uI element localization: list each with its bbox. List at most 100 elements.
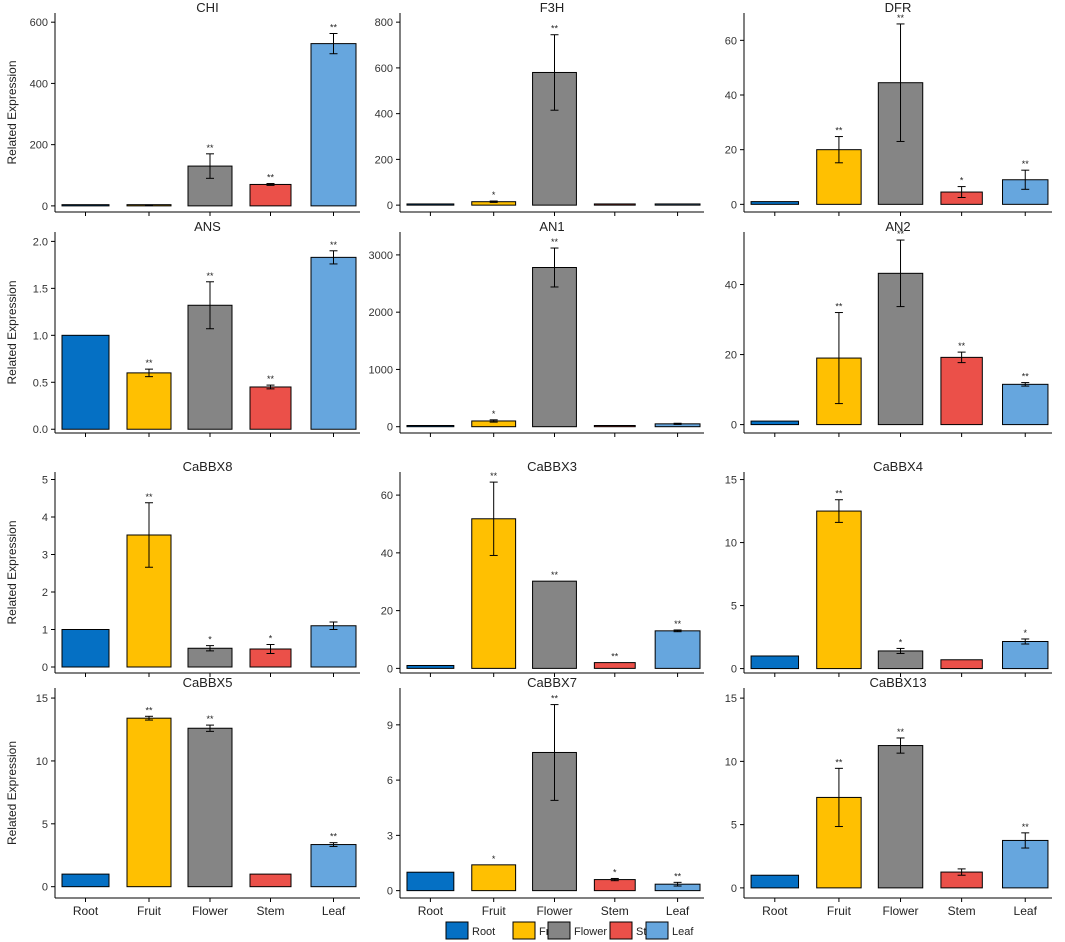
bar-leaf — [310, 625, 357, 668]
significance-mark: ** — [206, 143, 214, 153]
bar-flower — [187, 727, 233, 888]
x-tick-label: Root — [762, 904, 788, 918]
panel-title: CaBBX4 — [873, 459, 923, 474]
significance-mark: ** — [330, 832, 338, 842]
legend-label-flower: Flower — [574, 926, 607, 938]
significance-mark: ** — [674, 871, 682, 881]
bar-root — [61, 334, 110, 430]
y-tick-label: 15 — [725, 475, 737, 487]
bar-flower — [877, 745, 924, 889]
y-tick-label: 1.5 — [33, 283, 48, 295]
panel-title: ANS — [194, 219, 221, 234]
legend-swatch-stem — [609, 921, 633, 940]
y-tick-label: 1000 — [369, 364, 393, 376]
legend-swatch-flower — [547, 921, 571, 940]
panel-title: CaBBX3 — [527, 459, 577, 474]
y-tick-label: 600 — [375, 63, 393, 75]
bar-root — [406, 871, 455, 892]
bar-leaf — [1002, 640, 1049, 670]
y-tick-label: 15 — [36, 693, 48, 705]
significance-mark: ** — [835, 302, 843, 312]
y-tick-label: 60 — [381, 490, 393, 502]
significance-mark: ** — [835, 489, 843, 499]
x-tick-label: Stem — [948, 904, 976, 918]
bar-root — [406, 203, 455, 206]
y-tick-label: 2000 — [369, 307, 393, 319]
significance-mark: ** — [897, 229, 905, 239]
bar-fruit — [816, 510, 862, 670]
significance-mark: ** — [835, 126, 843, 136]
panel-title: CaBBX13 — [869, 675, 926, 690]
panel-title: AN2 — [885, 219, 910, 234]
significance-mark: ** — [145, 492, 153, 502]
bar-root — [406, 425, 455, 428]
y-tick-label: 20 — [725, 145, 737, 157]
x-tick-label: Flower — [536, 904, 572, 918]
bar-root — [406, 664, 455, 669]
y-tick-label: 3 — [42, 550, 48, 562]
y-tick-label: 5 — [42, 819, 48, 831]
bar-root — [750, 201, 800, 205]
significance-mark: ** — [551, 570, 559, 580]
y-tick-label: 4 — [42, 512, 48, 524]
panel-cabbx7: CaBBX7 0 3 6 9 Root * Fruit ** Flower * Stem ** Leaf — [387, 675, 704, 918]
bar-stem — [593, 425, 636, 428]
y-tick-label: 40 — [381, 548, 393, 560]
bar-leaf — [310, 43, 357, 207]
panel-cabbx5: CaBBX5 0 5 10 15 Related Expression Root ** Frui… — [5, 675, 360, 918]
significance-mark: ** — [206, 271, 214, 281]
x-tick-label: Fruit — [482, 904, 507, 918]
panel-ans: ANS 0.0 0.5 1.0 1.5 2.0 Related Expression ** **… — [5, 219, 360, 437]
significance-mark: ** — [897, 727, 905, 737]
x-tick-label: Leaf — [1014, 904, 1038, 918]
x-tick-label: Fruit — [827, 904, 852, 918]
bar-leaf — [310, 844, 357, 888]
significance-mark: ** — [897, 13, 905, 23]
bar-stem — [249, 873, 292, 888]
panel-chi: CHI 0 200 400 600 Related Expression ** ** ** — [5, 0, 360, 216]
y-tick-label: 400 — [30, 78, 48, 90]
y-tick-label: 1.0 — [33, 330, 48, 342]
legend-label-leaf: Leaf — [672, 926, 694, 938]
significance-mark: ** — [145, 358, 153, 368]
x-tick-label: Stem — [256, 904, 284, 918]
x-tick-label: Leaf — [666, 904, 690, 918]
y-tick-label: 20 — [725, 350, 737, 362]
significance-mark: ** — [145, 705, 153, 715]
bar-flower — [532, 580, 577, 669]
bar-fruit — [126, 372, 172, 430]
bar-stem — [593, 662, 636, 669]
y-tick-label: 2.0 — [33, 236, 48, 248]
y-tick-label: 0 — [731, 199, 737, 211]
y-tick-label: 5 — [731, 820, 737, 832]
bar-root — [750, 655, 800, 670]
significance-mark: * — [899, 637, 903, 647]
bar-stem — [593, 879, 636, 892]
y-tick-label: 0 — [731, 664, 737, 676]
significance-mark: ** — [611, 652, 619, 662]
bar-leaf — [310, 256, 357, 430]
y-tick-label: 0 — [387, 200, 393, 212]
significance-mark: ** — [206, 714, 214, 724]
panel-an2: AN2 0 20 40 ** ** ** ** — [725, 219, 1052, 437]
bar-fruit — [126, 717, 172, 888]
y-tick-label: 10 — [725, 538, 737, 550]
y-tick-label: 60 — [725, 35, 737, 47]
significance-mark: ** — [1022, 822, 1030, 832]
significance-mark: ** — [958, 341, 966, 351]
y-tick-label: 0 — [42, 201, 48, 213]
bar-stem — [940, 356, 983, 426]
significance-mark: * — [1023, 628, 1027, 638]
y-tick-label: 40 — [725, 90, 737, 102]
bar-root — [61, 629, 110, 668]
y-tick-label: 6 — [387, 775, 393, 787]
significance-mark: * — [492, 190, 496, 200]
y-tick-label: 10 — [36, 756, 48, 768]
y-axis-label: Related Expression — [5, 741, 19, 845]
legend-swatch-root — [445, 921, 469, 940]
significance-mark: ** — [551, 237, 559, 247]
